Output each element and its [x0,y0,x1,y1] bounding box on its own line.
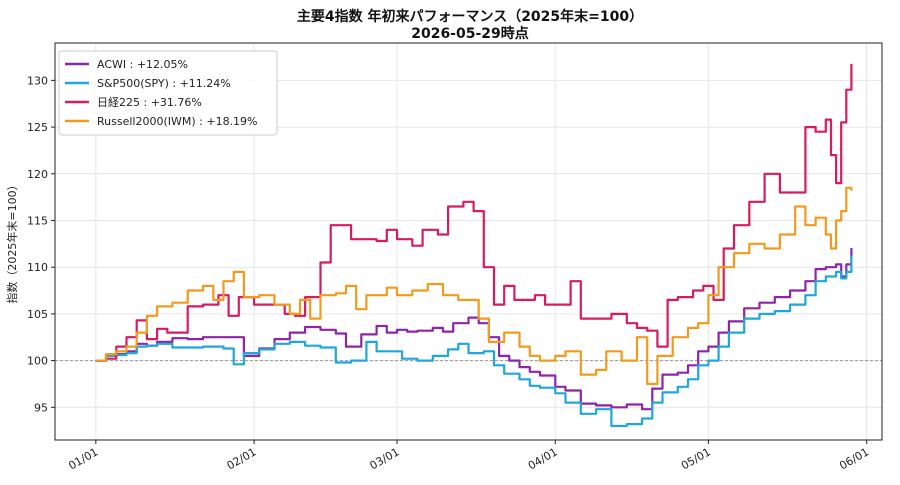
series-line-0 [95,248,853,411]
x-tick-label: 02/01 [225,445,259,472]
legend-entry: ACWI : +12.05% [97,58,188,71]
plot-frame [54,42,883,441]
legend-box [58,50,278,136]
x-tick-label: 06/01 [837,445,871,472]
series-line-2 [95,63,853,362]
y-tick-label: 110 [27,261,48,274]
x-axis: 01/01 02/01 03/01 04/01 05/01 06/01 [66,440,871,472]
chart-title: 主要4指数 年初来パフォーマンス（2025年末=100） [297,8,643,25]
series-line-1 [95,255,853,428]
x-tick-label: 05/01 [679,445,713,472]
y-axis: 95 100 105 110 115 120 125 130 [27,74,55,414]
legend-entry: S&P500(SPY) : +11.24% [97,77,231,90]
y-tick-label: 130 [27,74,48,87]
y-tick-label: 105 [27,308,48,321]
series-lines [95,63,853,428]
y-tick-label: 120 [27,168,48,181]
legend: ACWI : +12.05% S&P500(SPY) : +11.24% 日経225… [58,50,278,136]
legend-entry: 日経225 : +31.76% [97,96,202,109]
gridlines [55,43,882,440]
x-tick-label: 03/01 [368,445,402,472]
y-tick-label: 95 [34,401,48,414]
y-tick-label: 115 [27,214,48,227]
y-axis-label: 指数（2025年末=100） [5,179,19,303]
series-line-3 [95,186,853,386]
chart-subtitle: 2026-05-29時点 [411,25,529,42]
x-tick-label: 04/01 [526,445,560,472]
y-tick-label: 125 [27,121,48,134]
y-tick-label: 100 [27,355,48,368]
x-tick-label: 01/01 [66,445,100,472]
legend-entry: Russell2000(IWM) : +18.19% [97,115,258,128]
